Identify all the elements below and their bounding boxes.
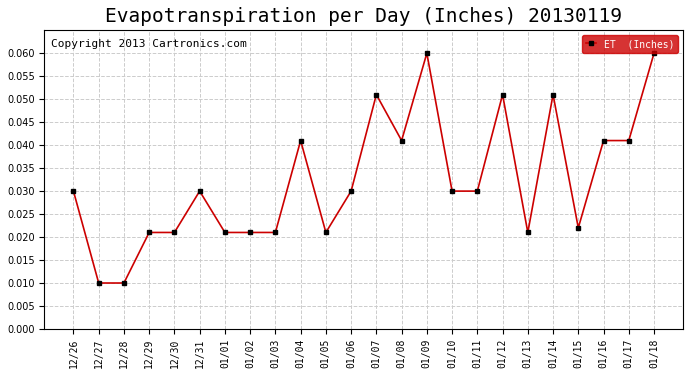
ET  (Inches): [423, 51, 431, 56]
ET  (Inches): [600, 138, 608, 143]
ET  (Inches): [448, 189, 456, 194]
ET  (Inches): [221, 230, 229, 235]
ET  (Inches): [95, 281, 103, 285]
ET  (Inches): [69, 189, 77, 194]
ET  (Inches): [297, 138, 305, 143]
ET  (Inches): [246, 230, 255, 235]
ET  (Inches): [549, 92, 558, 97]
ET  (Inches): [372, 92, 380, 97]
ET  (Inches): [170, 230, 179, 235]
Legend: ET  (Inches): ET (Inches): [582, 35, 678, 53]
Text: Copyright 2013 Cartronics.com: Copyright 2013 Cartronics.com: [51, 39, 246, 49]
ET  (Inches): [574, 226, 582, 230]
ET  (Inches): [624, 138, 633, 143]
ET  (Inches): [322, 230, 330, 235]
ET  (Inches): [524, 230, 532, 235]
ET  (Inches): [271, 230, 279, 235]
Title: Evapotranspiration per Day (Inches) 20130119: Evapotranspiration per Day (Inches) 2013…: [106, 7, 622, 26]
ET  (Inches): [195, 189, 204, 194]
ET  (Inches): [145, 230, 153, 235]
ET  (Inches): [120, 281, 128, 285]
ET  (Inches): [473, 189, 482, 194]
ET  (Inches): [498, 92, 506, 97]
ET  (Inches): [347, 189, 355, 194]
ET  (Inches): [650, 51, 658, 56]
Line: ET  (Inches): ET (Inches): [71, 51, 656, 285]
ET  (Inches): [397, 138, 406, 143]
